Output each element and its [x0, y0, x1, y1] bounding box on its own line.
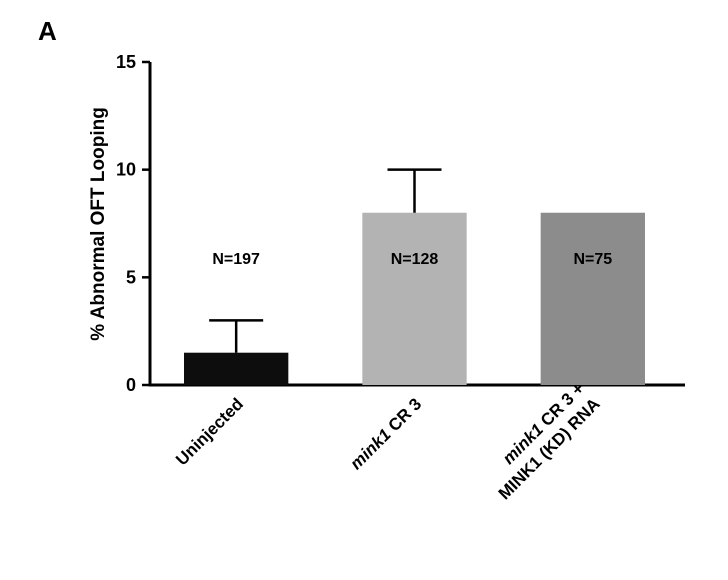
data-labels: N=197 N=128 N=75: [212, 251, 612, 268]
category-label-1: mink1 CR 3: [346, 394, 425, 473]
y-tick-label-1: 5: [126, 267, 136, 287]
data-label-0: N=197: [212, 251, 260, 268]
category-label-line-0-0: Uninjected: [172, 394, 247, 469]
bar-1: [362, 212, 467, 385]
y-tick-label-0: 0: [126, 375, 136, 395]
bar-2: [540, 212, 645, 385]
bars: [184, 212, 645, 385]
category-labels: Uninjected mink1 CR 3 mink1 CR 3 +MINK1 (K…: [172, 379, 604, 504]
y-ticks: 0 5 10 15: [116, 52, 150, 395]
data-label-2: N=75: [573, 251, 612, 268]
y-axis-label: % Abnormal OFT Looping: [88, 107, 109, 341]
panel-label: A: [38, 16, 57, 46]
error-bars: [209, 168, 442, 353]
data-label-1: N=128: [391, 251, 439, 268]
category-label-0: Uninjected: [172, 394, 247, 469]
bar-0: [184, 352, 289, 385]
y-tick-label-2: 10: [116, 160, 136, 180]
y-tick-label-3: 15: [116, 52, 136, 72]
category-label-2: mink1 CR 3 +MINK1 (KD) RNA: [495, 379, 604, 504]
category-label-line-1-0: mink1 CR 3: [346, 394, 425, 473]
